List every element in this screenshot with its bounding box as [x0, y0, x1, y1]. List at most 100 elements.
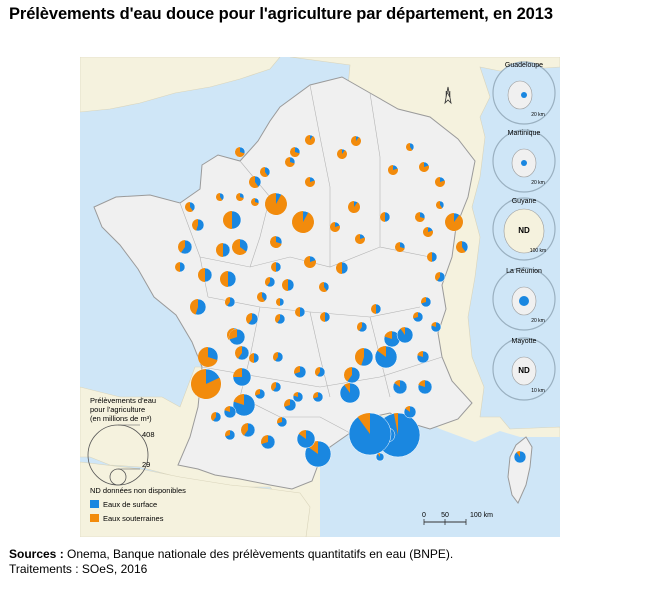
- pie-underground-62: [423, 227, 433, 237]
- pie-underground-69: [265, 277, 270, 287]
- pie-underground-55: [305, 177, 315, 187]
- pie-underground-79: [415, 212, 425, 222]
- pie-underground-21: [294, 366, 300, 374]
- pie-underground-58: [351, 136, 362, 146]
- inset-name-4: Mayotte: [512, 338, 537, 345]
- pie-underground-82: [413, 312, 418, 319]
- pie-underground-74: [260, 167, 268, 177]
- pie-underground-9: [261, 435, 268, 445]
- pie-underground-41: [223, 211, 232, 229]
- treatment-text: Traitements : SOeS, 2016: [9, 562, 148, 576]
- legend-size-max: 408: [142, 430, 155, 439]
- legend-surface-label: Eaux de surface: [103, 500, 157, 509]
- sources-label: Sources :: [9, 547, 64, 561]
- north-arrow-icon: N: [444, 86, 452, 105]
- pie-underground-73: [249, 176, 259, 188]
- pie-underground-83: [431, 322, 436, 327]
- svg-text:100 km: 100 km: [470, 512, 493, 519]
- pie-underground-81: [436, 201, 443, 210]
- legend-swatch-underground: [90, 514, 99, 522]
- spain-landmass: [80, 461, 311, 537]
- pie-underground-91: [377, 453, 380, 457]
- pie-underground-66: [320, 312, 325, 322]
- legend-size-title-3: (en millions de m³): [90, 414, 152, 423]
- pie-underground-25: [343, 367, 352, 382]
- inset-name-3: La Réunion: [506, 268, 542, 275]
- pie-underground-20: [271, 382, 276, 392]
- pie-underground-93: [185, 202, 193, 212]
- pie-underground-14: [233, 368, 242, 377]
- pie-underground-68: [275, 314, 280, 324]
- pie-underground-37: [189, 299, 198, 315]
- pie-underground-52: [347, 201, 360, 213]
- map-title: Prélèvements d'eau douce pour l'agricult…: [9, 5, 553, 23]
- pie-underground-65: [357, 322, 362, 332]
- legend-underground-label: Eaux souterraines: [103, 514, 164, 523]
- pie-underground-18: [273, 352, 278, 362]
- pie-underground-24: [315, 367, 320, 377]
- pie-underground-19: [284, 399, 290, 407]
- inset-pie-0: [521, 92, 527, 98]
- pie-underground-76: [285, 157, 295, 167]
- pie-underground-70: [282, 279, 288, 291]
- pie-underground-0: [191, 369, 221, 399]
- pie-underground-67: [295, 307, 300, 317]
- pie-chart-layer: [174, 134, 527, 468]
- pie-underground-92: [516, 451, 520, 457]
- pie-underground-89: [225, 430, 230, 437]
- pie-underground-64: [371, 304, 376, 314]
- inset-nd-2: ND: [518, 226, 530, 235]
- legend: Prélèvements d'eau pour l'agriculture (e…: [87, 396, 186, 523]
- sources-note: Sources : Onema, Banque nationale des pr…: [9, 547, 453, 577]
- pie-underground-47: [270, 236, 282, 248]
- pie-underground-2: [393, 413, 398, 435]
- pie-underground-88: [255, 389, 260, 396]
- pie-underground-63: [427, 252, 432, 262]
- pie-underground-78: [395, 242, 405, 253]
- pie-underground-95: [215, 193, 223, 202]
- inset-scale-3: 20 km: [531, 318, 545, 324]
- pie-underground-29: [417, 351, 423, 357]
- legend-size-title-1: Prélèvements d'eau: [90, 396, 156, 405]
- inset-pie-1: [521, 160, 527, 166]
- pie-underground-86: [246, 313, 252, 324]
- pie-underground-13: [198, 347, 218, 367]
- pie-underground-43: [178, 240, 185, 253]
- pie-underground-61: [419, 162, 429, 172]
- pie-underground-28: [400, 327, 405, 335]
- pie-underground-8: [298, 430, 306, 439]
- svg-text:0: 0: [422, 512, 426, 519]
- france-map: N Guadeloupe 20 km Martinique 20 km ND Guyane…: [80, 57, 560, 537]
- inset-pie-3: [519, 296, 529, 306]
- inset-name-2: Guyane: [512, 198, 537, 205]
- pie-underground-38: [220, 271, 228, 287]
- pie-underground-27: [384, 331, 392, 339]
- pie-underground-42: [198, 268, 205, 282]
- pie-underground-60: [406, 143, 413, 151]
- pie-underground-45: [265, 193, 287, 216]
- pie-underground-80: [435, 177, 445, 187]
- pie-underground-15: [235, 346, 242, 359]
- pie-underground-11: [224, 406, 230, 412]
- inset-land-2: [503, 208, 545, 254]
- inset-scale-2: 100 km: [530, 248, 546, 254]
- svg-text:N: N: [445, 90, 451, 99]
- pie-underground-32: [394, 380, 400, 387]
- uk-landmass: [80, 57, 281, 113]
- pie-underground-77: [380, 212, 385, 222]
- pie-underground-56: [305, 135, 315, 145]
- inset-scale-4: 10 km: [531, 388, 545, 394]
- legend-swatch-surface: [90, 500, 99, 508]
- pie-underground-46: [292, 211, 314, 234]
- pie-underground-84: [421, 297, 426, 304]
- inset-land-4: [511, 356, 537, 386]
- pie-underground-44: [191, 219, 198, 231]
- inset-land-0: [507, 80, 533, 110]
- pie-underground-7: [344, 383, 350, 393]
- legend-size-title-2: pour l'agriculture: [90, 405, 145, 414]
- pie-underground-10: [240, 423, 248, 436]
- pie-underground-94: [175, 262, 180, 272]
- inset-name-1: Martinique: [508, 130, 541, 137]
- svg-text:50: 50: [441, 512, 449, 519]
- pie-underground-33: [435, 272, 440, 282]
